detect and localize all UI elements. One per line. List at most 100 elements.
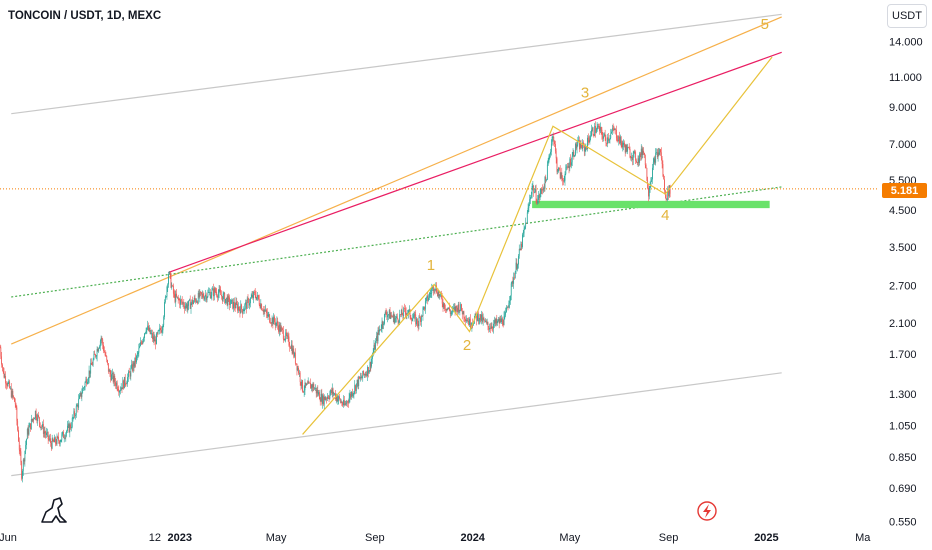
candle-body — [664, 190, 666, 195]
candle-body — [634, 151, 636, 153]
candle-body — [90, 362, 92, 374]
candle-body — [174, 294, 176, 302]
candle-body — [60, 439, 62, 442]
candle-body — [609, 137, 611, 139]
candle-body — [340, 401, 342, 403]
candle-body — [420, 317, 421, 322]
candle-body — [50, 442, 52, 449]
candle-body — [201, 292, 202, 295]
candle-body — [198, 292, 200, 298]
candle-body — [222, 294, 224, 301]
trendline-pink — [168, 51, 782, 274]
candle-body — [568, 166, 570, 169]
candle-body — [332, 388, 334, 395]
candle-body — [395, 317, 397, 319]
candle-body — [518, 248, 520, 256]
candle-body — [533, 185, 535, 193]
y-tick-label: 9.000 — [889, 102, 917, 114]
candle-body — [101, 338, 103, 340]
candle-body — [583, 144, 585, 152]
candle-body — [506, 307, 508, 309]
candle-body — [665, 194, 667, 200]
candle-body — [163, 316, 165, 325]
candle-body — [480, 314, 482, 321]
candle-body — [286, 332, 287, 337]
wave-label-1: 1 — [427, 257, 435, 274]
candle-body — [641, 148, 643, 155]
candle-body — [278, 324, 280, 332]
candle-body — [70, 424, 72, 429]
candle-body — [10, 387, 11, 389]
candle-body — [599, 126, 600, 132]
candle-body — [532, 185, 534, 187]
candle-body — [644, 155, 646, 165]
candle-body — [651, 179, 653, 181]
candle-body — [362, 370, 364, 378]
candle-body — [603, 133, 605, 137]
candle-body — [233, 301, 234, 309]
candle-body — [363, 370, 364, 375]
candle-body — [124, 376, 126, 384]
candle-body — [441, 293, 442, 298]
candle-body — [253, 291, 255, 299]
candle-body — [63, 437, 65, 439]
candle-body — [488, 326, 490, 330]
candle-body — [75, 415, 76, 416]
candle-body — [107, 359, 108, 364]
candle-body — [186, 304, 188, 310]
candle-body — [528, 204, 530, 208]
candle-body — [506, 307, 507, 312]
candle-body — [594, 126, 596, 136]
candle-body — [105, 355, 107, 357]
candle-body — [325, 398, 327, 400]
candle-body — [622, 144, 624, 148]
candle-body — [652, 167, 653, 180]
candle-body — [96, 349, 98, 357]
candle-body — [312, 384, 314, 388]
candle-body — [126, 383, 128, 384]
candle-body — [469, 318, 470, 326]
candle-body — [526, 212, 528, 224]
candle-body — [412, 318, 413, 321]
candle-body — [465, 319, 466, 322]
candle-body — [409, 309, 411, 318]
candle-body — [454, 307, 456, 312]
candle-body — [585, 147, 587, 149]
candle-body — [132, 364, 133, 371]
candle-body — [20, 451, 22, 463]
candle-body — [91, 364, 93, 366]
candle-body — [515, 262, 517, 272]
candle-body — [326, 398, 328, 400]
currency-button[interactable]: USDT — [887, 4, 927, 28]
candle-body — [278, 325, 279, 332]
candle-body — [234, 306, 236, 309]
candle-body — [245, 302, 247, 309]
candle-body — [155, 339, 157, 345]
candle-body — [628, 147, 630, 150]
candle-body — [296, 363, 298, 371]
candle-body — [258, 298, 260, 305]
candle-body — [284, 339, 286, 340]
candle-body — [592, 127, 594, 135]
candle-body — [256, 297, 258, 300]
candle-body — [414, 314, 416, 316]
candle-body — [207, 292, 209, 297]
candle-body — [81, 393, 83, 397]
candle-body — [345, 403, 347, 405]
candle-body — [76, 405, 78, 407]
candle-body — [201, 294, 203, 295]
candle-body — [67, 424, 69, 426]
candle-body — [241, 309, 243, 314]
candle-body — [490, 326, 492, 329]
candle-body — [499, 318, 501, 324]
candle-body — [481, 314, 482, 321]
candle-body — [280, 327, 282, 332]
candle-body — [154, 339, 156, 342]
candle-body — [396, 316, 397, 318]
candle-body — [557, 171, 559, 172]
candle-body — [546, 179, 547, 181]
candle-body — [141, 342, 143, 344]
candle-body — [421, 315, 423, 317]
